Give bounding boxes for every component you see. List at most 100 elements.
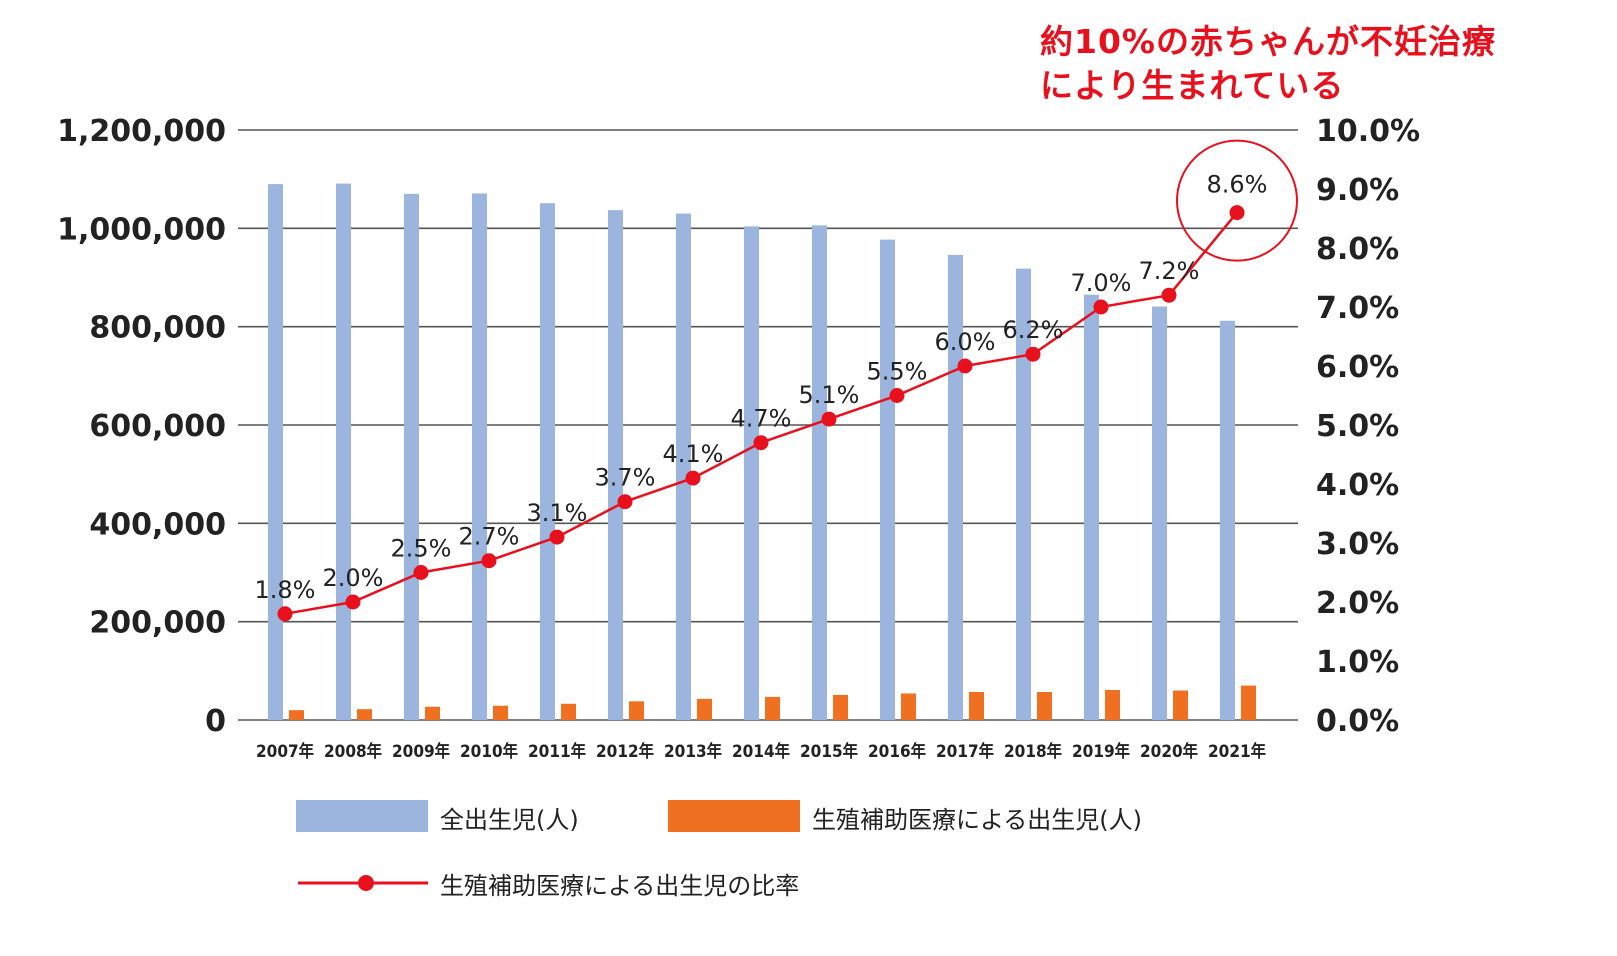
legend-item-art-births: 生殖補助医療による出生児(人) — [812, 800, 1142, 835]
highlight-ellipse — [1176, 139, 1298, 262]
x-axis-tick-label: 2015年 — [800, 741, 858, 762]
x-axis-tick-label: 2010年 — [460, 741, 518, 762]
x-axis-tick-label: 2018年 — [1004, 741, 1062, 762]
ratio-data-label: 8.6% — [1207, 171, 1268, 199]
bar-art-births — [1037, 691, 1052, 720]
legend-label-art-births: 生殖補助医療による出生児(人) — [812, 806, 1143, 834]
bar-all-births — [336, 183, 351, 720]
x-axis-tick-label: 2008年 — [324, 741, 382, 762]
right-axis-tick-label: 6.0% — [1316, 350, 1399, 385]
highlight-circle — [1176, 139, 1298, 262]
ratio-data-label: 2.5% — [391, 535, 452, 563]
x-axis-tick-label: 2013年 — [664, 741, 722, 762]
x-axis-tick-label: 2021年 — [1208, 741, 1266, 762]
left-axis-tick-label: 800,000 — [89, 311, 226, 346]
left-axis-tick-label: 200,000 — [89, 606, 226, 641]
bar-art-births — [1241, 685, 1256, 720]
legend-item-all-births: 全出生児(人) — [440, 800, 579, 835]
right-axis-tick-label: 8.0% — [1316, 232, 1399, 267]
ratio-data-label: 2.0% — [323, 564, 384, 592]
bar-art-births — [493, 705, 508, 720]
legend-swatch-art-births — [668, 800, 800, 832]
bar-all-births — [540, 203, 555, 721]
annotation-line-1: 約10%の赤ちゃんが不妊治療 — [1040, 22, 1496, 61]
bar-art-births — [1173, 690, 1188, 720]
left-axis-tick-label: 1,200,000 — [57, 114, 226, 149]
left-axis-tick-label: 0 — [205, 704, 226, 739]
ratio-point — [957, 358, 973, 374]
bar-all-births — [1084, 294, 1099, 720]
bar-all-births — [812, 225, 827, 720]
bar-art-births — [561, 703, 576, 720]
x-axis-tick-label: 2009年 — [392, 741, 450, 762]
bar-art-births — [901, 693, 916, 720]
ratio-point — [1229, 205, 1245, 221]
x-axis-tick-label: 2007年 — [256, 741, 314, 762]
bar-art-births — [969, 691, 984, 720]
legend-label-all-births: 全出生児(人) — [440, 806, 579, 834]
ratio-data-label: 6.2% — [1003, 316, 1064, 344]
ratio-point — [345, 594, 361, 610]
bar-all-births — [404, 193, 419, 720]
ratio-data-label: 3.7% — [595, 464, 656, 492]
ratio-point — [617, 494, 633, 510]
x-axis-tick-label: 2016年 — [868, 741, 926, 762]
right-axis-tick-label: 10.0% — [1316, 114, 1420, 149]
left-axis-tick-label: 1,000,000 — [57, 212, 226, 247]
ratio-data-label: 6.0% — [935, 328, 996, 356]
art-births-bars — [289, 685, 1256, 720]
ratio-point — [277, 606, 293, 622]
bar-all-births — [880, 239, 895, 720]
bar-art-births — [697, 698, 712, 720]
x-axis-tick-label: 2012年 — [596, 741, 654, 762]
x-axis-tick-label: 2019年 — [1072, 741, 1130, 762]
ratio-point — [413, 565, 429, 580]
legend-swatch-ratio-marker — [358, 875, 374, 891]
all-births-bars — [268, 183, 1235, 721]
x-axis-ticks: 2007年 2008年 2009年 2010年 2011年 2012年 2013年 2014年… — [256, 741, 1266, 762]
annotation-line-2: により生まれている — [1040, 66, 1345, 105]
ratio-data-label: 4.1% — [663, 440, 724, 468]
ratio-point — [1093, 299, 1109, 315]
ratio-point — [549, 529, 565, 545]
legend-swatch-all-births — [296, 800, 428, 832]
x-axis-tick-label: 2011年 — [528, 741, 586, 762]
ratio-point — [1025, 346, 1041, 362]
x-axis-tick-label: 2017年 — [936, 741, 994, 762]
legend-item-ratio: 生殖補助医療による出生児の比率 — [440, 866, 799, 901]
bar-art-births — [425, 706, 440, 720]
left-axis-tick-label: 400,000 — [89, 507, 226, 542]
ratio-point — [821, 411, 837, 427]
ratio-data-label: 4.7% — [731, 405, 792, 433]
annotation-callout: 約10%の赤ちゃんが不妊治療 により生まれている — [1040, 20, 1496, 108]
ratio-point — [481, 553, 497, 569]
x-axis-tick-label: 2020年 — [1140, 741, 1198, 762]
bar-all-births — [608, 210, 623, 720]
bar-art-births — [1105, 690, 1120, 720]
ratio-line: 1.8% 2.0%2.5% 2.7%3.1%3.7%4.1%4.7%5.1%5.5%… — [255, 171, 1268, 622]
bar-all-births — [1152, 306, 1167, 720]
ratio-data-label: 7.2% — [1139, 257, 1200, 285]
ratio-data-label: 2.7% — [459, 523, 520, 551]
bar-all-births — [744, 226, 759, 720]
bar-all-births — [948, 254, 963, 720]
ratio-data-label: 7.0% — [1071, 269, 1132, 297]
bar-all-births — [1220, 320, 1235, 720]
bar-art-births — [833, 694, 848, 720]
bar-art-births — [765, 696, 780, 720]
x-axis-tick-label: 2014年 — [732, 741, 790, 762]
left-axis-tick-label: 600,000 — [89, 409, 226, 444]
right-axis-tick-label: 5.0% — [1316, 409, 1399, 444]
ratio-data-label: 5.5% — [867, 358, 928, 386]
bar-art-births — [357, 709, 372, 720]
right-axis-tick-label: 1.0% — [1316, 645, 1399, 680]
ratio-data-label: 5.1% — [799, 381, 860, 409]
right-axis-tick-label: 3.0% — [1316, 527, 1399, 562]
legend-label-ratio: 生殖補助医療による出生児の比率 — [440, 872, 800, 900]
right-axis-tick-label: 9.0% — [1316, 173, 1399, 208]
bar-all-births — [1016, 268, 1031, 720]
ratio-data-label: 3.1% — [527, 499, 588, 527]
bar-all-births — [472, 193, 487, 721]
bar-all-births — [676, 213, 691, 721]
